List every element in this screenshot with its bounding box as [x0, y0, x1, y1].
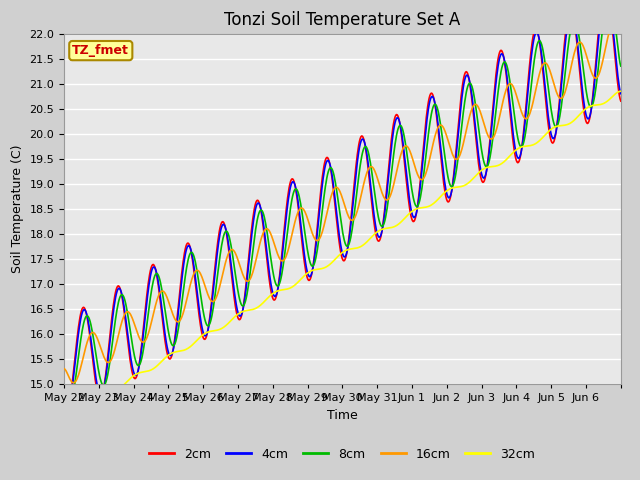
Y-axis label: Soil Temperature (C): Soil Temperature (C): [11, 144, 24, 273]
X-axis label: Time: Time: [327, 408, 358, 421]
Legend: 2cm, 4cm, 8cm, 16cm, 32cm: 2cm, 4cm, 8cm, 16cm, 32cm: [145, 443, 540, 466]
Text: TZ_fmet: TZ_fmet: [72, 44, 129, 57]
Title: Tonzi Soil Temperature Set A: Tonzi Soil Temperature Set A: [224, 11, 461, 29]
